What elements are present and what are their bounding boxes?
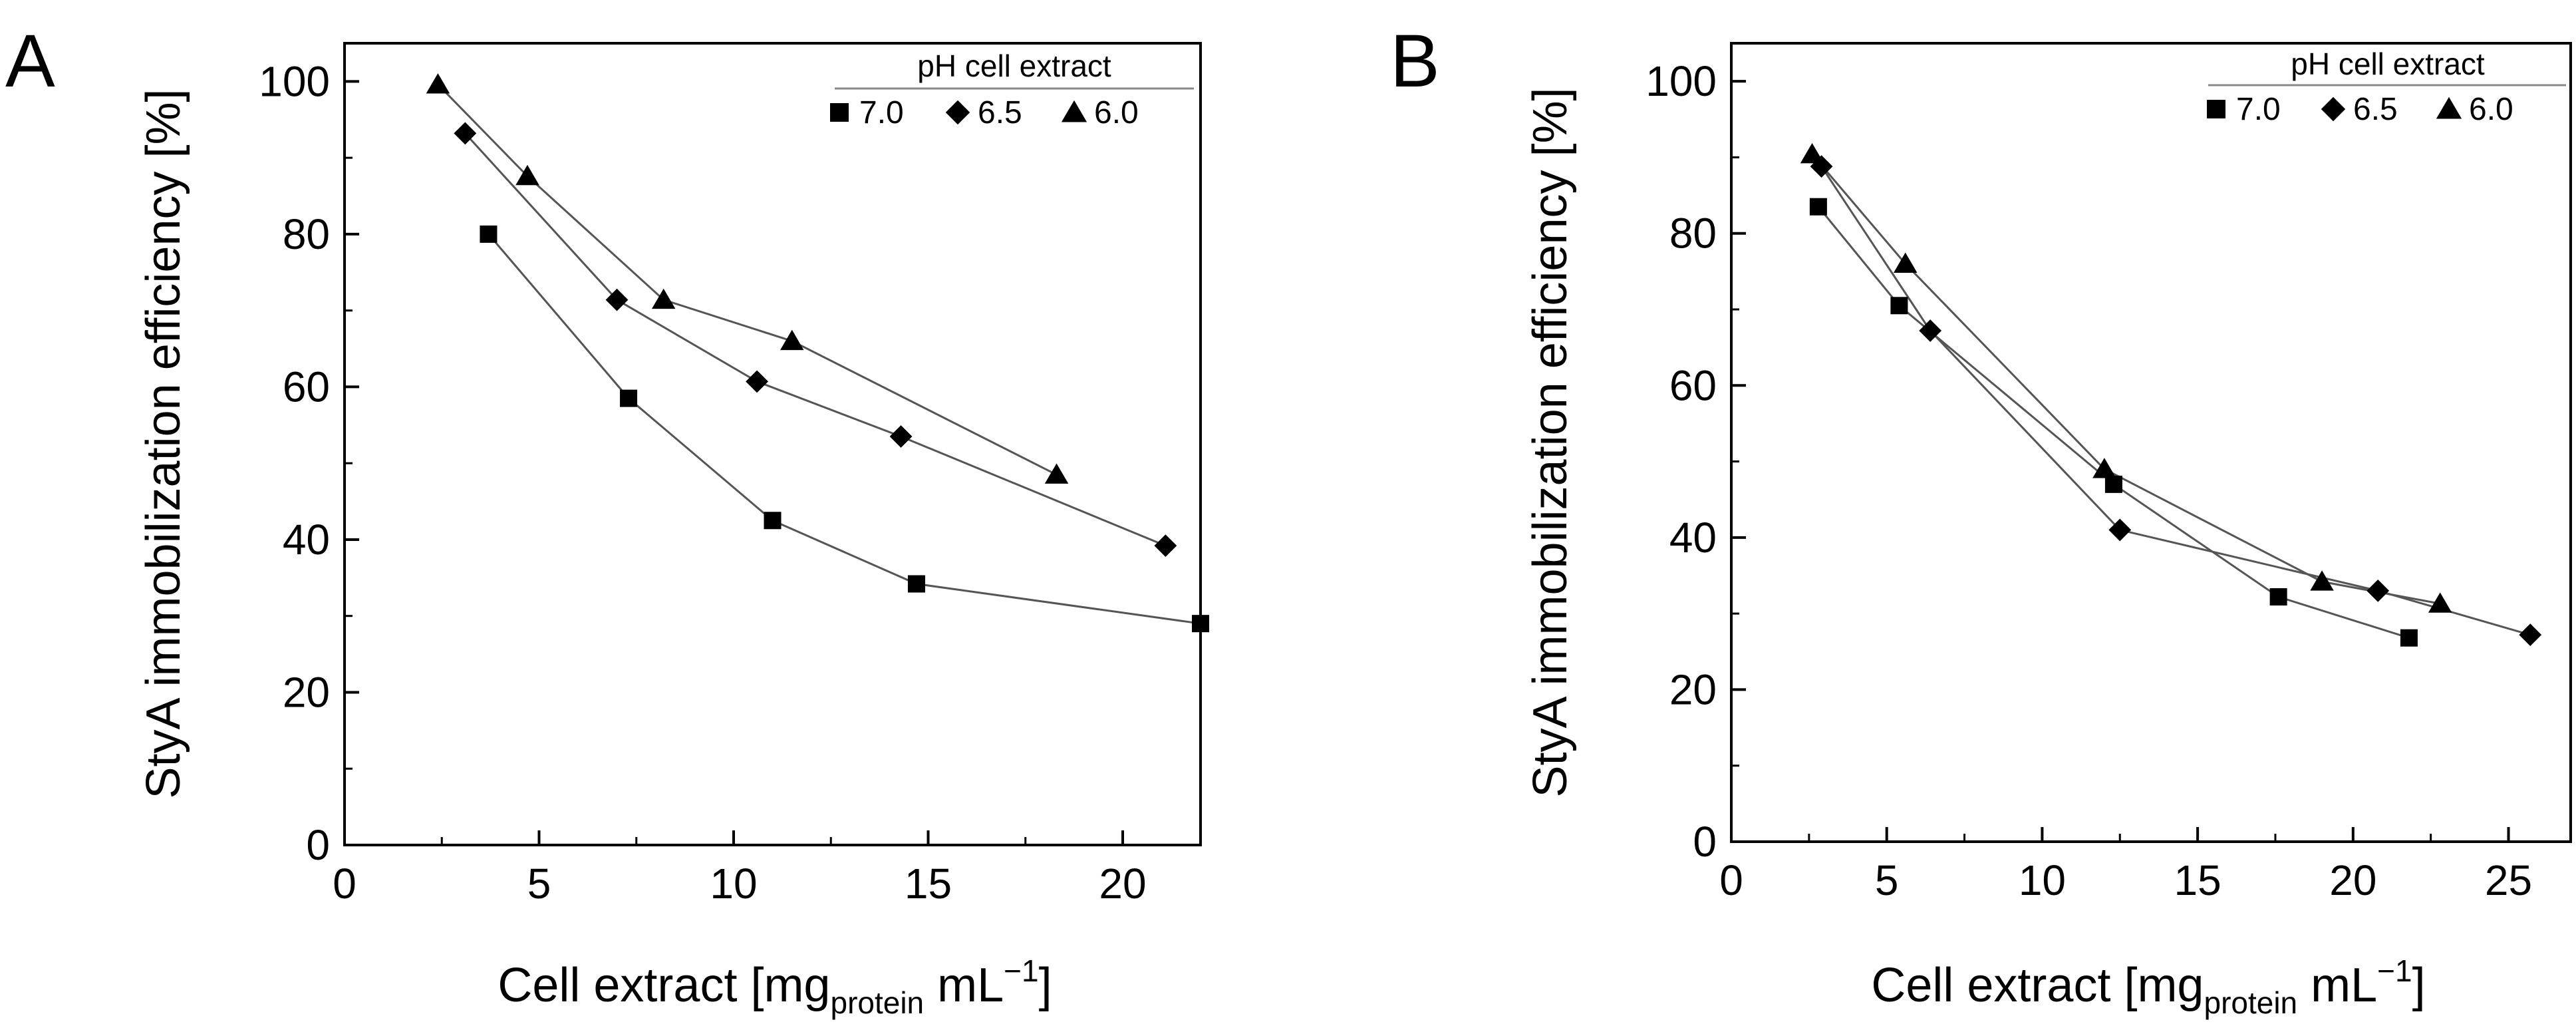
legend-marker-diamond xyxy=(945,100,970,125)
data-point-diamond xyxy=(1919,319,1942,342)
data-point-diamond xyxy=(746,370,768,393)
y-axis-b: 0 20 40 60 80 100 xyxy=(1646,57,1746,866)
data-point-square xyxy=(1890,297,1908,315)
legend-marker-triangle xyxy=(2436,96,2462,119)
data-point-triangle xyxy=(515,164,539,186)
data-point-triangle xyxy=(2310,570,2334,591)
x-axis-a: 0 5 10 15 20 xyxy=(333,830,1147,908)
data-point-triangle xyxy=(2428,592,2452,613)
x-tick-label: 0 xyxy=(333,860,357,908)
data-point-triangle xyxy=(780,329,804,351)
legend-title-a: pH cell extract xyxy=(917,49,1111,83)
x-tick-label: 25 xyxy=(2485,856,2532,904)
legend-entries-a: 7.0 6.5 6.0 xyxy=(830,95,1139,130)
data-point-triangle xyxy=(651,288,676,309)
data-point-diamond xyxy=(605,288,629,311)
series-line-6.0 xyxy=(1811,153,2440,605)
data-point-square xyxy=(620,389,638,407)
x-tick-label: 15 xyxy=(905,860,952,908)
chart-panel-b: B StyA immobilization efficiency [%] Cel… xyxy=(1390,19,2572,1020)
y-tick-label: 60 xyxy=(1669,361,1717,409)
series-markers-b xyxy=(1800,142,2542,647)
series-lines-a xyxy=(437,83,1201,625)
y-axis-label-a: StyA immobilization efficiency [%] xyxy=(137,88,190,798)
data-point-square xyxy=(2104,475,2122,493)
y-tick-label: 20 xyxy=(283,668,330,716)
data-point-triangle xyxy=(1044,463,1069,484)
legend-entries-b: 7.0 6.5 6.0 xyxy=(2207,92,2513,127)
legend-marker-triangle xyxy=(1061,100,1087,122)
data-point-diamond xyxy=(2519,623,2542,647)
data-point-triangle xyxy=(426,73,450,94)
legend-label: 6.5 xyxy=(978,95,1022,130)
series-markers-a xyxy=(426,73,1209,633)
data-point-square xyxy=(1192,615,1209,633)
data-point-triangle xyxy=(2092,458,2116,478)
data-point-square xyxy=(2400,629,2418,647)
y-axis-label-b: StyA immobilization efficiency [%] xyxy=(1524,87,1577,797)
data-point-square xyxy=(480,225,498,243)
legend-title-b: pH cell extract xyxy=(2291,47,2485,81)
data-point-triangle xyxy=(1800,142,1824,164)
legend-label: 7.0 xyxy=(859,95,904,130)
x-tick-label: 5 xyxy=(1875,856,1899,904)
data-point-triangle xyxy=(1894,252,1918,273)
data-point-square xyxy=(2269,588,2287,605)
legend-a: pH cell extract 7.0 6.5 6.0 xyxy=(830,49,1194,130)
data-point-diamond xyxy=(454,122,477,145)
x-tick-label: 5 xyxy=(527,860,551,908)
x-tick-label: 20 xyxy=(1099,860,1146,908)
data-point-diamond xyxy=(889,425,913,448)
data-point-square xyxy=(1809,198,1827,216)
series-line-6.5 xyxy=(1820,166,2531,636)
y-tick-label: 40 xyxy=(1669,514,1717,562)
data-point-square xyxy=(907,575,925,593)
chart-panel-a: A StyA immobilization efficiency [%] Cel… xyxy=(5,19,1209,1020)
series-lines-b xyxy=(1811,153,2531,639)
plot-frame-b xyxy=(1730,42,2572,843)
legend-marker-square xyxy=(830,103,849,122)
data-point-square xyxy=(764,512,782,530)
x-axis-label-b: Cell extract [mgprotein mL−1] xyxy=(1871,953,2425,1020)
y-tick-label: 0 xyxy=(1693,818,1717,866)
y-tick-label: 40 xyxy=(283,516,330,564)
x-axis-label-a: Cell extract [mgprotein mL−1] xyxy=(498,953,1052,1020)
plot-frame-a xyxy=(343,42,1202,846)
x-tick-label: 10 xyxy=(710,860,757,908)
y-tick-label: 0 xyxy=(306,821,330,869)
legend-label: 6.5 xyxy=(2353,92,2398,127)
x-tick-label: 10 xyxy=(2019,856,2066,904)
series-line-6.5 xyxy=(464,132,1166,547)
x-axis-b: 0 5 10 15 20 25 xyxy=(1719,827,2532,904)
y-tick-label: 80 xyxy=(1669,210,1717,258)
panel-letter-a: A xyxy=(5,19,55,102)
x-tick-label: 20 xyxy=(2329,856,2376,904)
x-tick-label: 15 xyxy=(2174,856,2221,904)
y-tick-label: 20 xyxy=(1669,665,1717,713)
data-point-diamond xyxy=(1154,534,1177,558)
legend-marker-square xyxy=(2207,100,2225,118)
legend-marker-diamond xyxy=(2321,96,2346,122)
y-axis-a: 0 20 40 60 80 100 xyxy=(259,57,359,869)
series-line-6.0 xyxy=(437,83,1058,476)
y-tick-label: 80 xyxy=(283,210,330,258)
y-tick-label: 100 xyxy=(1646,57,1717,105)
y-tick-label: 100 xyxy=(259,57,330,105)
x-tick-label: 0 xyxy=(1719,856,1743,904)
panel-letter-b: B xyxy=(1390,19,1440,102)
legend-label: 7.0 xyxy=(2236,92,2281,127)
y-tick-label: 60 xyxy=(283,363,330,411)
series-line-7.0 xyxy=(488,233,1201,625)
legend-label: 6.0 xyxy=(1094,95,1139,130)
data-point-diamond xyxy=(2366,579,2390,602)
data-point-diamond xyxy=(2108,518,2132,542)
legend-b: pH cell extract 7.0 6.5 6.0 xyxy=(2207,47,2566,127)
legend-label: 6.0 xyxy=(2469,92,2513,127)
